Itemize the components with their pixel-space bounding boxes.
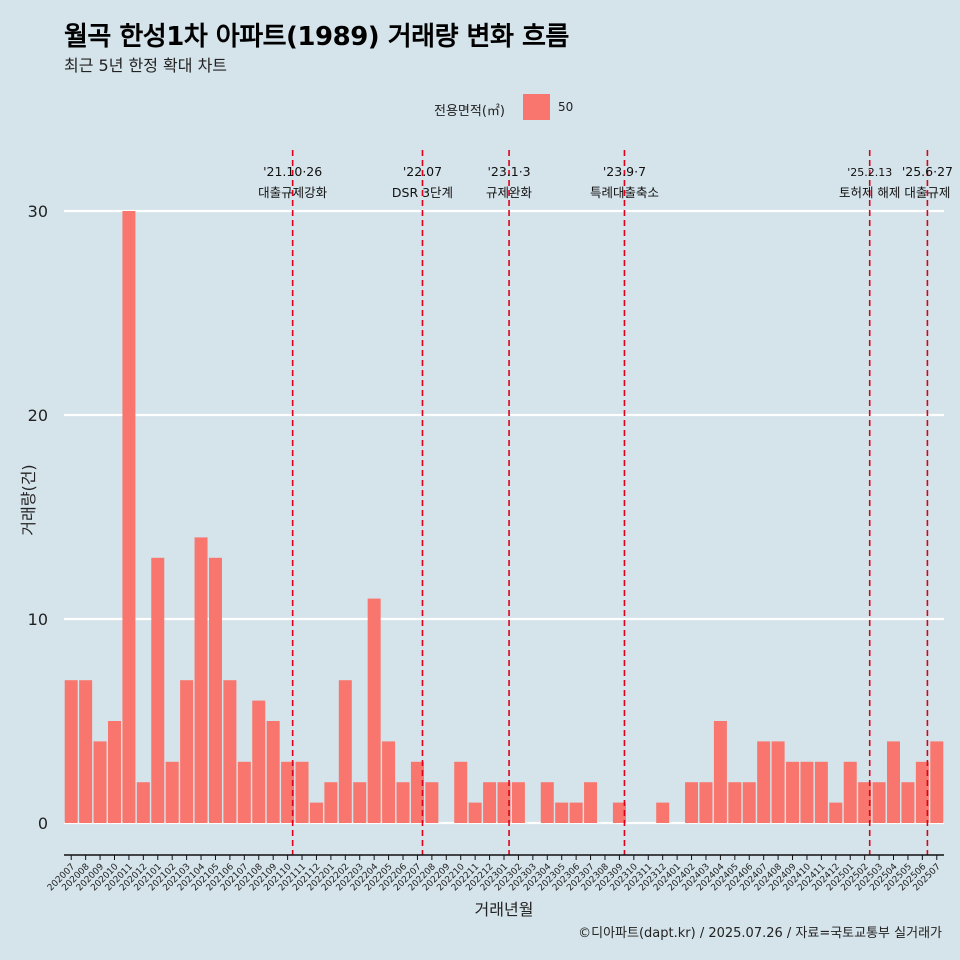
event-label: 토허제 해제 bbox=[839, 185, 900, 200]
x-axis-title: 거래년월 bbox=[475, 900, 534, 919]
bar-202301 bbox=[497, 782, 511, 823]
bar-202408 bbox=[771, 741, 785, 823]
y-tick-label: 10 bbox=[28, 610, 48, 629]
bar-202105 bbox=[208, 557, 222, 823]
bar-202307 bbox=[584, 782, 598, 823]
event-label: 대출규제 bbox=[904, 185, 950, 200]
bar-202504 bbox=[887, 741, 900, 823]
bar-202503 bbox=[872, 782, 886, 823]
bar-202104 bbox=[194, 537, 208, 823]
event-date-label: '25.6·27 bbox=[902, 164, 953, 179]
event-date-label: '23.1·3 bbox=[487, 164, 530, 179]
legend: 전용면적(㎡) 50 bbox=[0, 94, 960, 122]
event-date-label: '21.10·26 bbox=[263, 164, 322, 179]
bar-202507 bbox=[930, 741, 944, 823]
event-label: DSR 3단계 bbox=[392, 185, 453, 200]
bar-202404 bbox=[713, 721, 727, 823]
bar-202009 bbox=[93, 741, 107, 823]
bar-202407 bbox=[757, 741, 771, 823]
bar-202206 bbox=[396, 782, 410, 823]
bar-202302 bbox=[511, 782, 525, 823]
event-label: 규제완화 bbox=[486, 185, 533, 200]
bar-202306 bbox=[569, 802, 583, 823]
bar-202501 bbox=[843, 761, 857, 823]
bar-202211 bbox=[468, 802, 482, 823]
bar-202403 bbox=[699, 782, 713, 823]
bar-202208 bbox=[425, 782, 439, 823]
event-layer: '21.10·26 대출규제강화 '22.07 DSR 3단계 '23.1·3 규제완화 '… bbox=[258, 150, 953, 855]
legend-color-key bbox=[523, 94, 550, 120]
bar-202505 bbox=[901, 782, 915, 823]
bar-202204 bbox=[367, 598, 381, 823]
bar-202202 bbox=[338, 680, 352, 823]
bar-202108 bbox=[252, 700, 266, 823]
bar-202207 bbox=[410, 761, 424, 823]
bar-202402 bbox=[685, 782, 699, 823]
legend-label: 50 bbox=[558, 100, 574, 114]
bar-202201 bbox=[324, 782, 338, 823]
bar-202103 bbox=[180, 680, 194, 823]
bar-202502 bbox=[858, 782, 872, 823]
y-axis-title: 거래량(건) bbox=[19, 464, 38, 535]
bar-202405 bbox=[728, 782, 742, 823]
chart-title: 월곡 한성1차 아파트(1989) 거래량 변화 흐름 bbox=[64, 22, 569, 52]
source-caption: ©디아파트(dapt.kr) / 2025.07.26 / 자료=국토교통부 실… bbox=[578, 926, 942, 941]
event-label: 대출규제강화 bbox=[258, 185, 328, 200]
y-tick-label: 0 bbox=[38, 814, 48, 833]
bar-202305 bbox=[555, 802, 569, 823]
event-date-label: '22.07 bbox=[403, 164, 442, 179]
bar-202102 bbox=[165, 761, 179, 823]
bar-202107 bbox=[237, 761, 251, 823]
bar-202111 bbox=[295, 761, 309, 823]
bar-202106 bbox=[223, 680, 237, 823]
bar-202011 bbox=[122, 211, 136, 823]
event-date-label: '23.9·7 bbox=[603, 164, 646, 179]
event-date-label: '25.2.13 bbox=[847, 166, 892, 179]
chart-subtitle: 최근 5년 한정 확대 차트 bbox=[64, 56, 228, 75]
bar-202210 bbox=[454, 761, 468, 823]
bar-layer bbox=[64, 211, 944, 823]
bar-202205 bbox=[382, 741, 396, 823]
bar-202212 bbox=[483, 782, 497, 823]
bar-202309 bbox=[612, 802, 626, 823]
bar-202411 bbox=[814, 761, 828, 823]
bar-202203 bbox=[353, 782, 367, 823]
bar-202410 bbox=[800, 761, 814, 823]
bar-202110 bbox=[281, 761, 295, 823]
y-tick-label: 20 bbox=[28, 406, 48, 425]
bar-202010 bbox=[108, 721, 121, 823]
bar-202409 bbox=[786, 761, 800, 823]
bar-202406 bbox=[742, 782, 756, 823]
bar-202312 bbox=[656, 802, 670, 823]
event-label: 특례대출축소 bbox=[590, 185, 659, 200]
y-tick-label: 30 bbox=[28, 202, 48, 221]
bar-202112 bbox=[309, 802, 323, 823]
legend-title: 전용면적(㎡) bbox=[434, 104, 505, 119]
bar-202008 bbox=[79, 680, 93, 823]
bar-202506 bbox=[915, 761, 929, 823]
bar-202304 bbox=[540, 782, 554, 823]
bar-202101 bbox=[151, 557, 165, 823]
bar-202412 bbox=[829, 802, 843, 823]
bar-202012 bbox=[136, 782, 150, 823]
bar-202007 bbox=[64, 680, 78, 823]
bar-202109 bbox=[266, 721, 280, 823]
